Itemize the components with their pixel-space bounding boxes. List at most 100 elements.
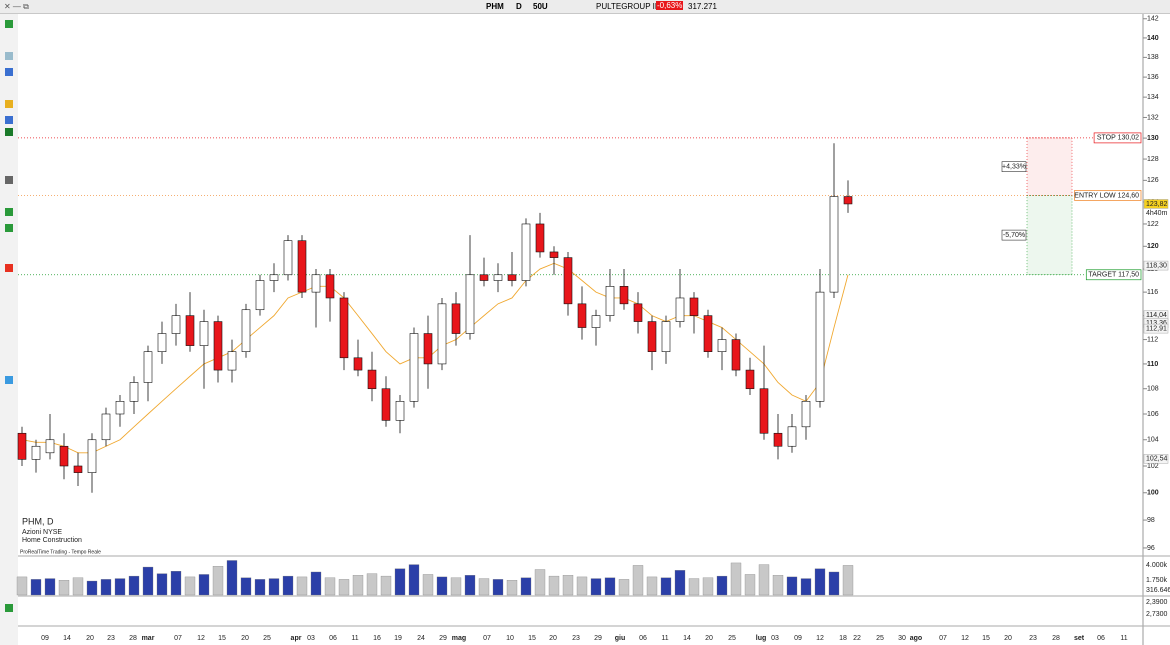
price-marker-label: 114,04 [1146, 312, 1167, 319]
volume-bar [842, 565, 854, 596]
x-tick-label: 28 [129, 635, 137, 642]
x-tick-label: 07 [483, 635, 491, 642]
volume-bar [72, 577, 84, 596]
x-tick-label: 20 [86, 635, 94, 642]
x-tick-label: 15 [218, 635, 226, 642]
volume-bar [296, 576, 308, 596]
x-tick-label: 11 [351, 635, 358, 642]
volume-bar [576, 576, 588, 596]
candle-body [423, 333, 433, 365]
candle-body [59, 445, 69, 467]
candle-body [535, 223, 545, 253]
y-tick-label: 112 [1147, 336, 1158, 343]
x-tick-label: 25 [263, 635, 271, 642]
volume-bar [506, 580, 518, 596]
y-tick-label: 96 [1147, 545, 1155, 552]
volume-bar [58, 580, 70, 596]
y-tick-label: 132 [1147, 114, 1159, 121]
volume-bar [828, 571, 840, 596]
price-marker-label: 113,36 [1146, 320, 1167, 327]
candle-body [73, 465, 83, 473]
volume-bar [380, 575, 392, 596]
price-marker [1143, 260, 1169, 271]
x-tick-label: 20 [705, 635, 713, 642]
x-tick-label: 07 [939, 635, 947, 642]
volume-bar [212, 566, 224, 596]
volume-bar [786, 576, 798, 596]
level-box [1074, 190, 1142, 201]
candle-body [437, 303, 447, 365]
price-marker-label: 123,82 [1146, 201, 1168, 208]
candle-body [45, 439, 55, 454]
x-tick-label: 12 [816, 635, 824, 642]
candle-body [157, 333, 167, 352]
volume-bar [548, 575, 560, 596]
x-tick-label: 10 [506, 635, 514, 642]
volume-bar [254, 579, 266, 596]
volume-bar [184, 576, 196, 596]
x-tick-label: 25 [876, 635, 884, 642]
volume-bar [324, 577, 336, 596]
x-tick-label: 12 [197, 635, 205, 642]
units[interactable]: 50U [533, 2, 548, 11]
candle-body [199, 321, 209, 346]
candle-body [87, 439, 97, 473]
trade-box [1001, 229, 1027, 241]
volume-bar [702, 577, 714, 596]
candle-body [815, 291, 825, 402]
indicator-label: 2,7300 [1146, 611, 1168, 618]
x-tick-label: 29 [594, 635, 602, 642]
x-tick-label: mar [142, 635, 155, 642]
candle-body [619, 286, 629, 305]
risk-zone [1026, 137, 1073, 196]
volume-bar [744, 574, 756, 596]
price-marker [1143, 454, 1169, 464]
volume-bar [674, 570, 686, 596]
x-tick-label: 16 [373, 635, 381, 642]
x-tick-label: 20 [241, 635, 249, 642]
price-marker [1143, 323, 1169, 334]
price-marker-label: 102,54 [1146, 456, 1168, 463]
candle-body [297, 240, 307, 293]
y-tick-label: 104 [1147, 437, 1159, 444]
price-marker-label: 118,30 [1146, 262, 1167, 269]
x-tick-label: 06 [639, 635, 647, 642]
symbol[interactable]: PHM [486, 2, 504, 11]
period[interactable]: D [516, 2, 522, 11]
volume-bar [618, 579, 630, 596]
level-label: STOP 130,02 [1097, 135, 1139, 142]
y-tick-label: 102 [1147, 463, 1159, 470]
candle-body [549, 251, 559, 258]
volume-bar [226, 560, 238, 596]
volume-bar [772, 575, 784, 596]
x-tick-label: 03 [771, 635, 779, 642]
x-tick-label: 25 [728, 635, 736, 642]
candle-body [241, 309, 251, 352]
candle-body [703, 315, 713, 352]
volume-bar [16, 576, 28, 596]
x-tick-label: lug [756, 635, 767, 642]
candle-body [633, 303, 643, 322]
candle-body [507, 274, 517, 281]
y-tick-label: 110 [1147, 361, 1158, 368]
candle-body [171, 315, 181, 334]
candle-body [479, 274, 489, 281]
volume-bar [44, 578, 56, 596]
volume-bar [240, 577, 252, 596]
indicator-label: 2,3900 [1146, 599, 1168, 606]
y-tick-label: 130 [1147, 135, 1159, 142]
x-tick-label: 09 [794, 635, 802, 642]
volume-bar [422, 574, 434, 596]
candle-body [717, 339, 727, 352]
candle-body [311, 274, 321, 293]
tool-icons[interactable] [5, 20, 13, 612]
volume-axis-label: 4.000k [1146, 562, 1168, 569]
x-tick-label: 11 [1120, 635, 1127, 642]
x-tick-label: 03 [307, 635, 315, 642]
x-tick-label: 18 [839, 635, 847, 642]
x-tick-label: 30 [898, 635, 906, 642]
y-tick-label: 100 [1147, 490, 1159, 497]
window-controls[interactable]: ✕ — ⧉ [4, 2, 29, 11]
volume-bar [562, 575, 574, 596]
trade-label: -5,70% [1003, 232, 1025, 239]
